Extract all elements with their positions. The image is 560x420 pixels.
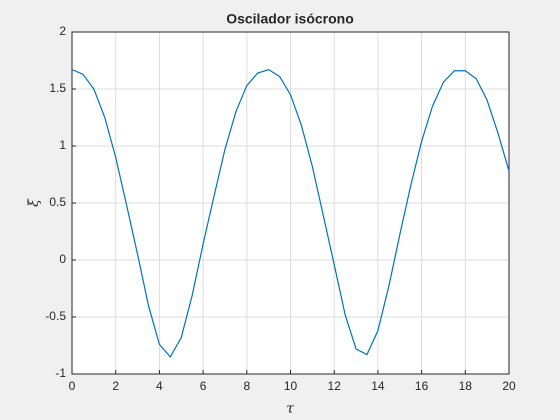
y-tick-label: 0 <box>59 252 66 266</box>
y-tick-label: 1.5 <box>49 81 66 95</box>
x-tick-label: 2 <box>112 379 119 393</box>
y-tick-label: -0.5 <box>45 309 66 323</box>
y-tick-label: 1 <box>59 138 66 152</box>
y-tick-label: 0.5 <box>49 195 66 209</box>
x-tick-label: 18 <box>459 379 473 393</box>
x-tick-label: 8 <box>243 379 250 393</box>
y-axis-label: ξ <box>26 198 42 207</box>
x-tick-label: 0 <box>69 379 76 393</box>
axes-box <box>71 31 510 375</box>
y-tick-label: 2 <box>59 24 66 38</box>
x-tick-label: 4 <box>156 379 163 393</box>
data-line <box>71 68 510 358</box>
x-tick-label: 14 <box>371 379 385 393</box>
x-tick-label: 6 <box>200 379 207 393</box>
x-tick-label: 10 <box>284 379 298 393</box>
x-tick-label: 16 <box>415 379 429 393</box>
x-tick-label: 20 <box>502 379 516 393</box>
x-axis-label: τ <box>286 401 294 417</box>
y-tick-label: -1 <box>55 366 66 380</box>
x-tick-label: 12 <box>328 379 342 393</box>
chart-title: Oscilador isócrono <box>226 11 354 27</box>
